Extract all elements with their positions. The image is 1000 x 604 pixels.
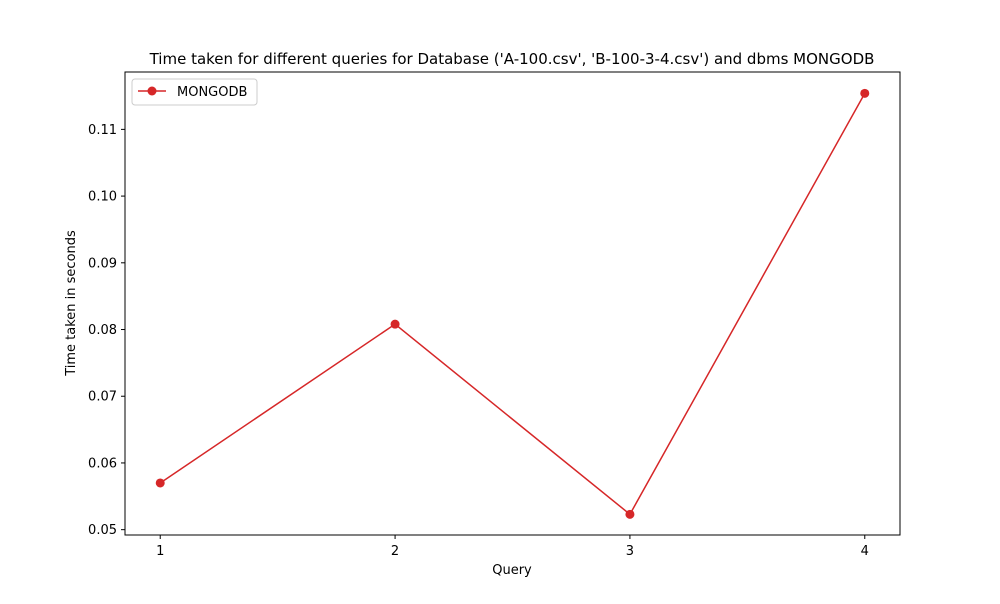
y-axis-ticks: 0.05 0.06 0.07 0.08 0.09 0.10 0.11 [88,123,125,538]
y-tick-label: 0.06 [88,456,117,471]
y-tick-label: 0.08 [88,323,117,338]
x-axis-label: Query [492,563,532,578]
chart-title: Time taken for different queries for Dat… [149,50,875,68]
x-tick-label: 2 [391,544,399,559]
series-line-mongodb [159,92,866,516]
data-point [625,509,635,519]
y-axis-label: Time taken in seconds [64,230,79,377]
y-tick-label: 0.05 [88,523,117,538]
legend-box [131,78,258,106]
y-tick-label: 0.07 [88,390,117,405]
series-layer [155,88,870,519]
y-tick-label: 0.10 [88,190,117,205]
data-point [155,478,165,488]
data-point [860,88,870,98]
x-tick-label: 4 [861,544,869,559]
data-point [390,319,400,329]
legend-label-mongodb: MONGODB [177,85,247,100]
y-tick-label: 0.11 [88,123,117,138]
legend: MONGODB [131,78,258,106]
x-tick-label: 1 [156,544,164,559]
legend-swatch-marker [147,86,157,96]
plot-area-frame [124,71,901,536]
x-axis-ticks: 1 2 3 4 [156,535,869,559]
y-tick-label: 0.09 [88,256,117,271]
x-tick-label: 3 [626,544,634,559]
